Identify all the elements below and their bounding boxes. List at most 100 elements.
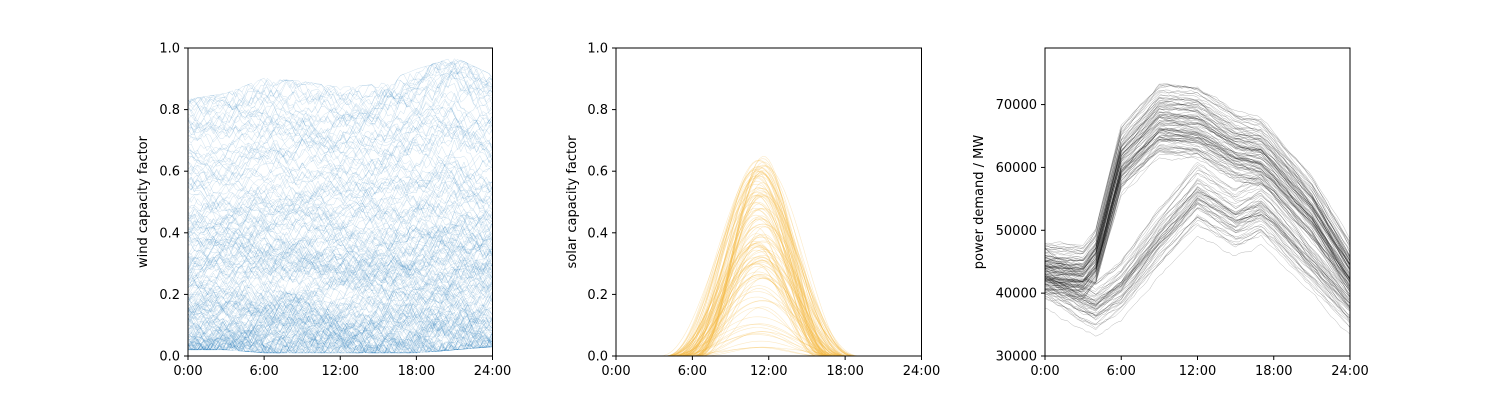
demand-series-line [1044, 105, 1351, 266]
wind-series-line [187, 313, 493, 351]
solar-series-line [616, 209, 922, 357]
demand-series-line [1044, 183, 1351, 300]
wind-series-line [187, 252, 493, 290]
demand-series-line [1044, 192, 1351, 305]
wind-series-line [187, 107, 493, 224]
solar-series-line [616, 263, 922, 357]
wind-series-line [187, 205, 493, 249]
demand-series-line [1045, 130, 1351, 287]
wind-series-line [187, 107, 493, 180]
demand-series-line [1044, 119, 1351, 274]
wind-series-line [187, 217, 493, 289]
solar-series-line [616, 249, 922, 357]
demand-series-line [1044, 108, 1351, 260]
wind-series-line [187, 58, 493, 112]
demand-series-line [1044, 130, 1351, 282]
demand-series-line [1044, 146, 1351, 293]
demand-series-line [1044, 149, 1351, 297]
wind-series-line [187, 117, 493, 209]
wind-series-line [187, 291, 493, 349]
wind-series-line [187, 245, 493, 339]
wind-series-line [187, 147, 493, 223]
wind-series-line [187, 321, 493, 354]
solar-series-line [616, 192, 922, 357]
wind-series-line [187, 155, 493, 244]
wind-series-line [187, 280, 493, 348]
solar-series-line [616, 256, 922, 357]
wind-series-line [187, 298, 493, 353]
wind-series-line [187, 331, 493, 354]
demand-series-line [1044, 161, 1351, 284]
demand-series-line [1044, 114, 1351, 276]
wind-series-line [187, 303, 493, 354]
demand-series-line [1044, 122, 1351, 276]
wind-series-line [187, 252, 493, 317]
demand-series-line [1044, 137, 1351, 282]
solar-y-tick-label: 0.2 [587, 288, 608, 303]
wind-series-line [187, 140, 493, 206]
solar-series-line [616, 277, 922, 357]
solar-series-line [616, 285, 922, 357]
demand-series-line [1044, 145, 1351, 290]
wind-series-line [187, 219, 493, 351]
wind-series-line [187, 132, 493, 236]
wind-series-line [187, 181, 493, 273]
demand-series-line [1044, 134, 1351, 283]
wind-series-line [187, 183, 493, 274]
demand-series-line [1044, 207, 1351, 317]
demand-series-line [1044, 124, 1351, 283]
demand-series-line [1044, 189, 1351, 305]
demand-series-line [1044, 135, 1351, 284]
demand-series-line [1044, 107, 1351, 272]
solar-series-line [616, 173, 922, 357]
wind-series-line [187, 228, 493, 338]
demand-series-line [1044, 111, 1351, 265]
wind-series-line [187, 229, 493, 283]
demand-x-tick-label: 6:00 [1107, 364, 1136, 379]
demand-series-line [1044, 101, 1351, 263]
demand-series-line [1044, 120, 1351, 275]
wind-y-tick-label: 0.4 [159, 226, 180, 241]
wind-y-axis-label: wind capacity factor [136, 135, 151, 268]
wind-series-line [187, 233, 493, 295]
demand-series-line [1044, 128, 1351, 283]
demand-series-line [1044, 138, 1351, 282]
solar-x-tick-label: 18:00 [826, 364, 863, 379]
wind-series-line [188, 314, 493, 354]
wind-series-line [187, 204, 493, 280]
wind-series-line [187, 87, 493, 150]
demand-series-line [1044, 220, 1351, 329]
demand-series-line [1044, 108, 1351, 267]
wind-series-line [187, 168, 493, 237]
demand-series-line [1044, 136, 1351, 285]
solar-x-tick-label: 0:00 [601, 364, 630, 379]
demand-series-line [1044, 121, 1351, 270]
demand-series-line [1044, 114, 1351, 266]
demand-series-line [1044, 153, 1351, 302]
wind-series-line [187, 60, 493, 167]
wind-series-line [187, 248, 493, 325]
wind-series-line [187, 109, 493, 193]
wind-series-line [187, 310, 493, 354]
wind-series-line [187, 302, 493, 349]
solar-series-line [616, 346, 922, 357]
wind-series-line [187, 302, 493, 354]
demand-series-line [1044, 178, 1351, 292]
wind-series-line [187, 304, 493, 354]
solar-series-line [616, 208, 922, 357]
demand-series-line [1044, 172, 1351, 295]
wind-series-line [187, 293, 493, 354]
demand-series-line [1044, 101, 1351, 262]
wind-series-line [187, 272, 493, 343]
wind-series-line [187, 307, 493, 354]
solar-series-line [616, 241, 922, 357]
demand-series-line [1044, 182, 1351, 298]
wind-series-line [187, 315, 493, 354]
wind-series-line [187, 286, 493, 354]
wind-series-line [187, 261, 493, 319]
wind-series-line [187, 194, 493, 250]
demand-series-line [1044, 145, 1351, 291]
wind-x-tick-label: 12:00 [322, 364, 359, 379]
demand-series-line [1044, 169, 1351, 290]
wind-axes: 0:00 6:00 12:00 18:00 24:00 0.0 0.2 0.4 0.6 0.8 1.… [159, 42, 511, 380]
